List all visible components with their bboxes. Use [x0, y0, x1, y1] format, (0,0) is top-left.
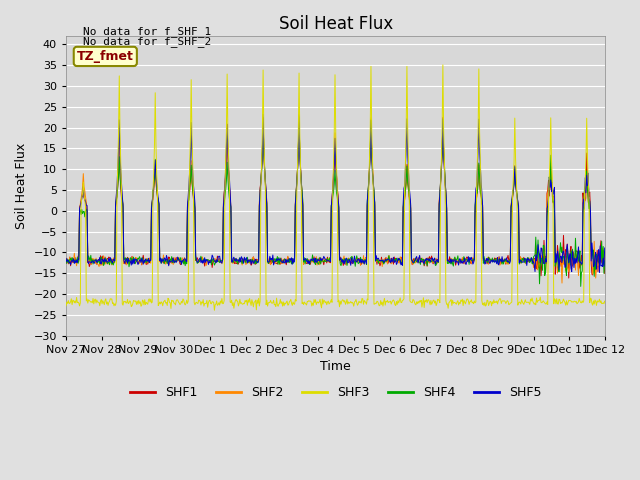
SHF1	[601, 271, 609, 276]
SHF4	[601, 258, 609, 264]
SHF4	[577, 284, 584, 289]
SHF5	[72, 260, 79, 266]
X-axis label: Time: Time	[321, 360, 351, 373]
SHF3	[439, 62, 447, 68]
SHF1	[401, 196, 408, 202]
SHF2	[401, 190, 409, 195]
SHF5	[62, 255, 70, 261]
Legend: SHF1, SHF2, SHF3, SHF4, SHF5: SHF1, SHF2, SHF3, SHF4, SHF5	[125, 381, 547, 404]
SHF3	[127, 304, 135, 310]
SHF3	[601, 298, 609, 304]
SHF5	[401, 164, 409, 169]
SHF2	[417, 256, 425, 262]
SHF1	[72, 259, 79, 265]
SHF4	[295, 114, 303, 120]
SHF5	[596, 270, 604, 276]
Line: SHF4: SHF4	[66, 117, 605, 287]
Y-axis label: Soil Heat Flux: Soil Heat Flux	[15, 143, 28, 229]
Line: SHF1: SHF1	[66, 117, 605, 278]
SHF3	[182, 300, 190, 306]
SHF3	[62, 303, 70, 309]
SHF4	[62, 261, 70, 266]
SHF4	[182, 256, 190, 262]
Line: SHF5: SHF5	[66, 114, 605, 273]
SHF2	[295, 114, 303, 120]
Line: SHF2: SHF2	[66, 117, 605, 283]
SHF4	[211, 262, 218, 268]
SHF1	[211, 259, 218, 264]
Text: TZ_fmet: TZ_fmet	[77, 50, 134, 63]
Text: No data for f_SHF_1: No data for f_SHF_1	[83, 26, 211, 37]
Text: No data for f_SHF_2: No data for f_SHF_2	[83, 36, 211, 47]
SHF2	[182, 259, 190, 264]
SHF2	[211, 256, 218, 262]
SHF5	[182, 258, 190, 264]
SHF3	[72, 300, 79, 306]
Title: Soil Heat Flux: Soil Heat Flux	[278, 15, 393, 33]
SHF2	[127, 259, 135, 264]
SHF1	[439, 114, 447, 120]
Line: SHF3: SHF3	[66, 65, 605, 310]
SHF2	[72, 258, 79, 264]
SHF2	[601, 258, 609, 264]
SHF3	[417, 298, 425, 303]
SHF5	[127, 262, 135, 268]
SHF5	[259, 111, 267, 117]
SHF4	[127, 256, 135, 262]
SHF4	[401, 187, 409, 192]
SHF5	[211, 257, 218, 263]
SHF4	[72, 259, 79, 265]
SHF5	[417, 259, 425, 264]
SHF2	[558, 280, 566, 286]
SHF3	[401, 160, 409, 166]
SHF1	[417, 256, 424, 262]
SHF5	[601, 245, 609, 251]
SHF1	[127, 260, 135, 266]
SHF1	[565, 275, 573, 281]
SHF1	[182, 258, 190, 264]
SHF3	[211, 307, 218, 313]
SHF1	[62, 260, 70, 266]
SHF3	[211, 302, 219, 308]
SHF2	[62, 256, 70, 262]
SHF4	[417, 255, 425, 261]
